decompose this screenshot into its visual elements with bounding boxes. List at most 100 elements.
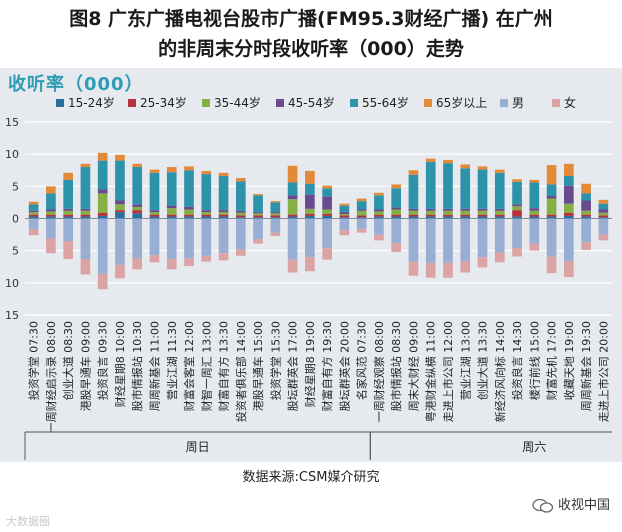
bar-5-6 <box>132 163 143 168</box>
bar-3-20 <box>374 209 384 212</box>
bar-6-8 <box>166 218 177 260</box>
bar-6-23 <box>425 218 436 263</box>
bar-0-1 <box>46 216 56 219</box>
bar-3-6 <box>132 204 143 207</box>
bar-2-13 <box>253 213 263 216</box>
bar-0-3 <box>80 216 91 219</box>
bar-6-14 <box>270 218 281 233</box>
bar-0-11 <box>218 216 229 219</box>
bar-7-4 <box>97 273 108 290</box>
bar-4-9 <box>184 170 194 207</box>
bar-5-14 <box>270 201 281 203</box>
bar-7-10 <box>201 255 212 262</box>
y-tick-label-2: 5 <box>12 180 19 193</box>
bar-4-21 <box>391 188 402 208</box>
bar-7-19 <box>356 228 367 233</box>
legend-swatch-5 <box>424 99 432 107</box>
x-tick-label-24: 走进上市公司 12:00 <box>441 321 455 422</box>
bar-6-19 <box>356 218 367 229</box>
bar-2-11 <box>218 212 229 215</box>
bar-6-28 <box>512 218 522 249</box>
bar-3-19 <box>356 209 367 211</box>
x-tick-label-21: 股市情报站 08:30 <box>389 321 403 411</box>
bar-7-13 <box>253 239 263 244</box>
x-tick-label-15: 股坛群英会 17:00 <box>286 321 300 411</box>
x-tick-label-11: 财富自有方 13:30 <box>217 321 231 411</box>
watermark: 大数据圈 <box>6 515 50 528</box>
bar-6-20 <box>374 218 384 235</box>
legend-swatch-4 <box>350 99 358 107</box>
bar-2-18 <box>339 213 350 216</box>
y-tick-label-1: 10 <box>5 148 19 161</box>
bar-1-29 <box>529 214 540 217</box>
bar-1-19 <box>356 215 367 218</box>
bar-0-28 <box>512 216 522 219</box>
bar-3-10 <box>201 210 212 213</box>
x-tick-label-19: 名家风范 07:30 <box>355 321 369 400</box>
legend-swatch-7 <box>552 99 560 107</box>
bar-6-31 <box>564 218 574 261</box>
x-tick-label-20: 一周财经观察 08:00 <box>372 321 386 422</box>
legend-swatch-3 <box>276 99 284 107</box>
bar-0-21 <box>391 216 402 219</box>
bar-7-3 <box>80 259 91 275</box>
bar-3-29 <box>529 208 540 211</box>
bar-0-14 <box>270 217 281 219</box>
x-tick-label-32: 周周新基会 19:30 <box>579 321 593 411</box>
bar-7-0 <box>28 229 39 236</box>
bar-1-5 <box>115 210 125 213</box>
bar-3-7 <box>149 210 160 213</box>
bar-1-8 <box>166 214 177 217</box>
y-tick-label-5: 10 <box>5 277 19 290</box>
bar-2-21 <box>391 209 402 215</box>
bar-5-7 <box>149 169 160 173</box>
bar-4-29 <box>529 182 540 209</box>
bar-6-2 <box>63 218 73 242</box>
bar-3-32 <box>581 200 591 211</box>
bar-4-12 <box>235 181 246 211</box>
bar-1-1 <box>46 214 56 217</box>
bar-0-13 <box>253 217 263 219</box>
bar-6-5 <box>115 218 125 265</box>
bar-7-16 <box>305 257 315 272</box>
bar-0-12 <box>235 217 246 219</box>
legend-swatch-2 <box>202 99 210 107</box>
bar-2-25 <box>460 210 471 215</box>
bar-1-32 <box>581 214 591 217</box>
bar-0-0 <box>28 216 39 219</box>
x-tick-label-18: 股坛群英会 20:00 <box>337 321 351 411</box>
bar-0-23 <box>425 216 436 219</box>
bar-7-9 <box>184 258 194 267</box>
bar-5-17 <box>322 185 332 189</box>
brand-text: 收视中国 <box>557 498 610 513</box>
bar-7-7 <box>149 255 160 263</box>
bar-4-16 <box>305 183 315 195</box>
x-tick-label-27: 新经济风向标 14:00 <box>493 321 507 422</box>
bar-5-8 <box>166 167 177 173</box>
bar-6-0 <box>28 218 39 230</box>
bar-1-12 <box>235 215 246 218</box>
bar-7-27 <box>494 252 505 263</box>
bar-2-28 <box>512 206 522 211</box>
bar-0-2 <box>63 216 73 219</box>
bar-3-0 <box>28 210 39 213</box>
bar-1-25 <box>460 214 471 217</box>
bars <box>28 152 609 290</box>
y-tick-label-4: 5 <box>12 245 19 258</box>
bar-3-8 <box>166 205 177 209</box>
bar-1-20 <box>374 214 384 217</box>
bar-2-16 <box>305 208 315 214</box>
chart-title-line1: 图8 广东广播电视台股市广播(FM95.3财经广播) 在广州 <box>69 8 553 30</box>
bar-3-27 <box>494 208 505 211</box>
bar-7-14 <box>270 232 281 236</box>
bar-7-26 <box>477 257 488 268</box>
bar-4-23 <box>425 161 436 209</box>
x-tick-label-14: 投资学堂 15:30 <box>268 321 282 400</box>
bar-3-2 <box>63 208 73 211</box>
bar-5-10 <box>201 170 212 175</box>
legend-label-5: 65岁以上 <box>436 95 487 110</box>
bar-0-4 <box>97 215 108 219</box>
x-tick-label-23: 粤港财金纵横 11:00 <box>424 321 438 422</box>
bar-2-32 <box>581 210 591 215</box>
bar-4-7 <box>149 172 160 211</box>
